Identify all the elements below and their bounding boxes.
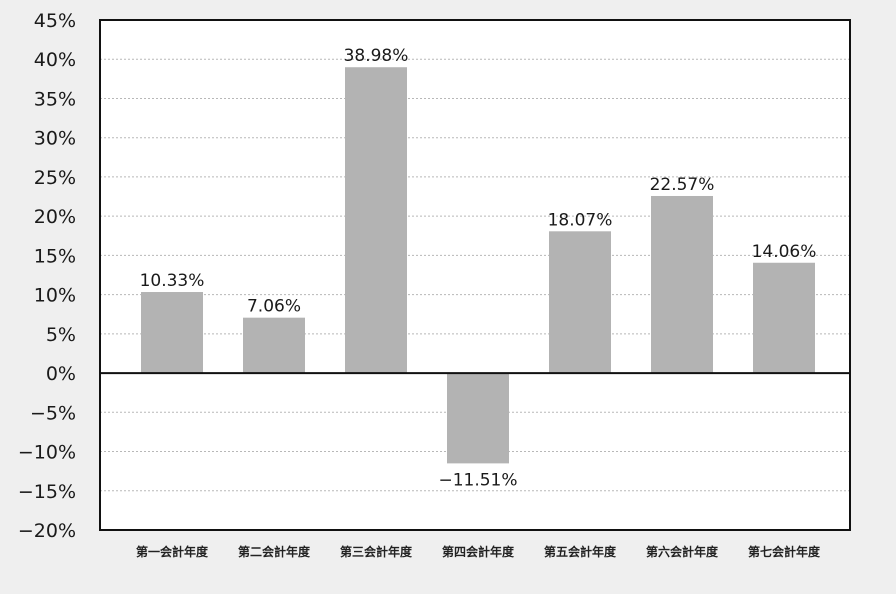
y-tick-label: 0%: [46, 363, 76, 385]
category-label: 第一会計年度: [136, 544, 209, 559]
y-tick-label: 5%: [46, 324, 76, 346]
category-label: 第六会計年度: [646, 544, 719, 559]
plot-frame: [99, 19, 851, 531]
bar: [141, 292, 203, 374]
category-label: 第三会計年度: [340, 544, 413, 559]
y-tick-label: −10%: [18, 442, 76, 464]
data-labels: 10.33% 7.06% 38.98% −11.51% 18.07% 22.57% 14.0…: [140, 46, 817, 490]
bar: [549, 231, 611, 374]
bar-value-label: 38.98%: [344, 46, 409, 66]
x-axis-category-labels: 第一会計年度 第二会計年度 第三会計年度 第四会計年度 第五会計年度 第六会計年度 第七会計…: [136, 544, 821, 559]
category-label: 第四会計年度: [442, 544, 515, 559]
category-label: 第五会計年度: [544, 544, 617, 559]
bar-value-label: −11.51%: [438, 470, 517, 490]
y-tick-label: 35%: [34, 88, 76, 110]
bar: [753, 262, 815, 374]
y-tick-label: 10%: [34, 285, 76, 307]
category-label: 第二会計年度: [238, 544, 311, 559]
y-tick-label: 45%: [34, 10, 76, 32]
bar-value-label: 22.57%: [650, 175, 715, 195]
y-tick-label: −20%: [18, 520, 76, 542]
bar: [651, 195, 713, 374]
y-tick-label: 15%: [34, 245, 76, 267]
y-tick-label: 25%: [34, 167, 76, 189]
bar-value-label: 7.06%: [247, 297, 301, 317]
bar: [447, 373, 509, 464]
y-tick-label: 20%: [34, 206, 76, 228]
bar-value-label: 18.07%: [548, 210, 613, 230]
y-tick-label: −15%: [18, 481, 76, 503]
bar: [345, 67, 407, 374]
category-label: 第七会計年度: [748, 544, 821, 559]
bar-value-label: 10.33%: [140, 271, 205, 291]
y-tick-label: 30%: [34, 128, 76, 150]
bars: [141, 67, 815, 464]
y-tick-label: 40%: [34, 49, 76, 71]
y-axis-tick-labels: 45% 40% 35% 30% 25% 20% 15% 10% 5% 0% −5% −10% −15% −…: [18, 10, 76, 542]
bar: [243, 317, 305, 374]
grid-lines: [100, 58, 850, 492]
y-tick-label: −5%: [30, 402, 76, 424]
bar-value-label: 14.06%: [752, 242, 817, 262]
